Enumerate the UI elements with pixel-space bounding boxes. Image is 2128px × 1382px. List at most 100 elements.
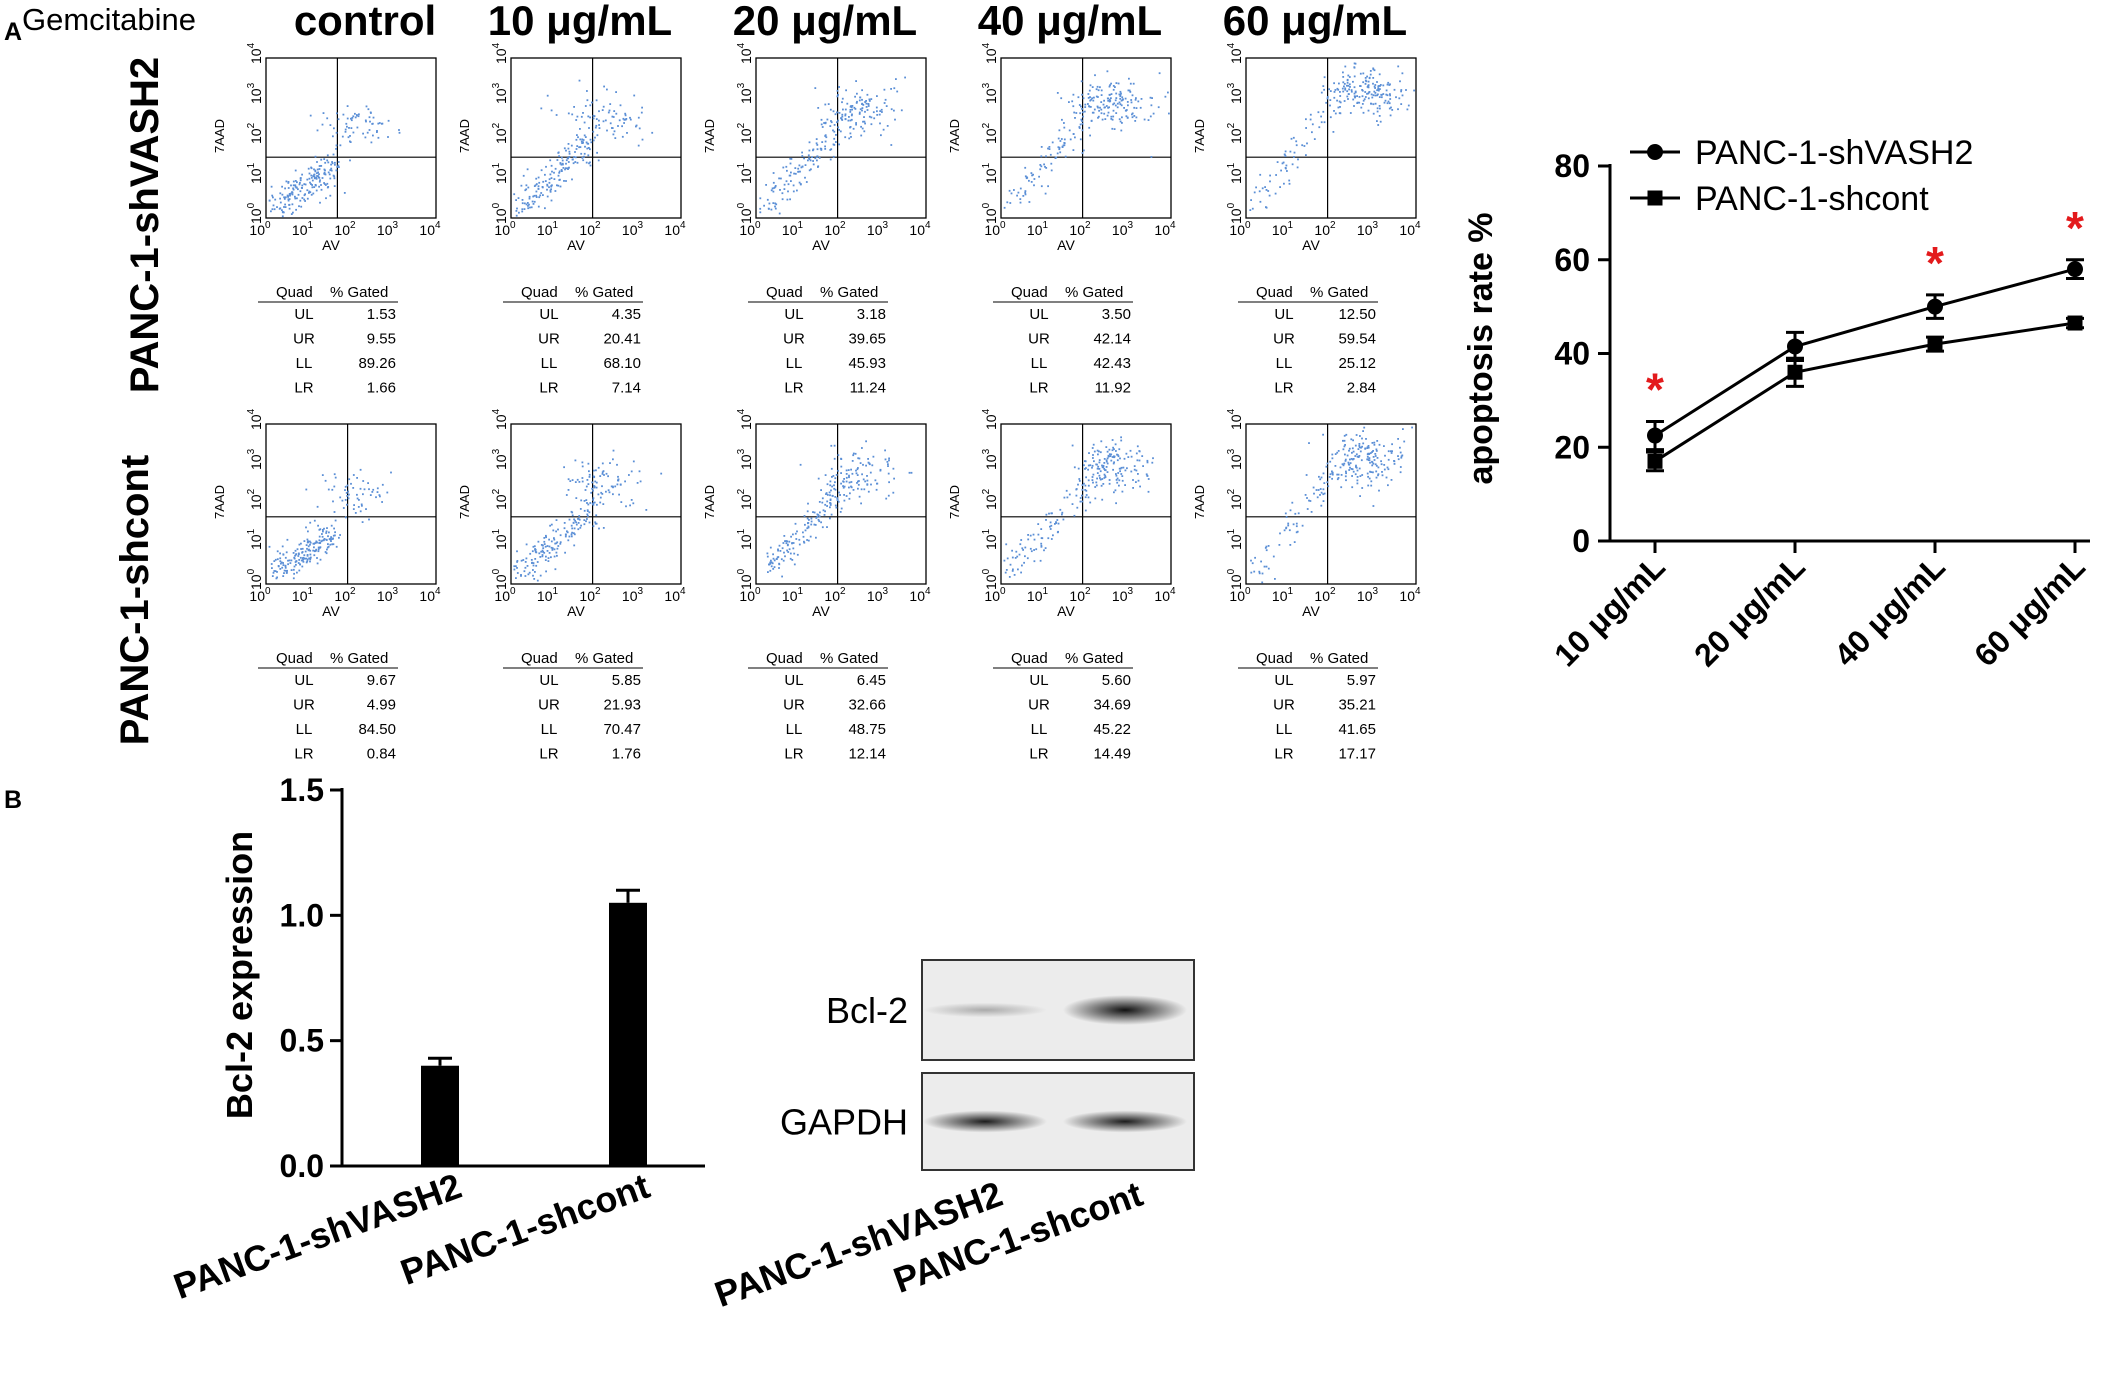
quad-value: 20.41	[603, 331, 641, 348]
flow-y-tick: 100	[736, 568, 754, 590]
quad-name: UL	[539, 306, 558, 323]
row-label-shvash2: PANC-1-shVASH2	[123, 57, 167, 393]
flow-x-tick: 103	[377, 220, 399, 238]
quad-name: UL	[1274, 672, 1293, 689]
flow-y-tick: 101	[981, 528, 999, 550]
flow-x-tick: 101	[782, 586, 804, 604]
flow-x-tick: 104	[1399, 586, 1421, 604]
scatter-dots	[268, 105, 401, 218]
flow-plot-frame	[1245, 57, 1417, 219]
quad-name: LL	[1276, 355, 1293, 372]
flow-y-tick: 104	[1226, 408, 1244, 430]
quad-value: 11.24	[850, 380, 886, 397]
scatter-dots	[268, 468, 392, 580]
flow-y-label: 7AAD	[702, 119, 717, 153]
quad-table: Quad % Gated UL 1.53 UR 9.55 LL 89.26 LR 1.66	[258, 284, 398, 397]
flow-y-label: 7AAD	[1192, 485, 1207, 519]
quad-header-gated: % Gated	[575, 650, 633, 667]
column-header: 60 μg/mL	[1223, 0, 1407, 44]
flow-y-tick: 101	[491, 162, 509, 184]
quad-name: LR	[784, 380, 803, 397]
line-y-tick-label: 60	[1554, 242, 1590, 278]
flow-x-tick: 104	[664, 220, 686, 238]
flow-y-tick: 103	[246, 82, 264, 104]
quad-name: LL	[1031, 721, 1048, 738]
line-y-tick-label: 80	[1554, 148, 1590, 184]
flow-x-tick: 100	[984, 220, 1006, 238]
flow-cytometry-grid: 100100101101102102103103104104AV7AADQuad…	[212, 42, 1421, 762]
quad-value: 6.45	[857, 672, 886, 689]
flow-y-tick: 102	[1226, 488, 1244, 510]
quad-value: 35.21	[1338, 697, 1376, 714]
flow-x-tick: 102	[579, 220, 601, 238]
flow-y-tick: 102	[736, 122, 754, 144]
quad-header-quad: Quad	[521, 650, 558, 667]
flow-y-label: 7AAD	[457, 119, 472, 153]
quad-value: 1.76	[612, 746, 641, 763]
flow-x-tick: 100	[249, 220, 271, 238]
quad-name: LR	[1274, 380, 1293, 397]
flow-y-tick: 103	[736, 448, 754, 470]
quad-value: 59.54	[1338, 331, 1376, 348]
flow-x-tick: 101	[1027, 220, 1049, 238]
quad-name: LR	[1029, 746, 1048, 763]
quad-name: LR	[539, 380, 558, 397]
row-label-shcont: PANC-1-shcont	[113, 455, 157, 745]
flow-y-tick: 102	[736, 488, 754, 510]
flow-y-label: 7AAD	[702, 485, 717, 519]
quad-name: LR	[1274, 746, 1293, 763]
flow-x-tick: 103	[1112, 586, 1134, 604]
line-y-tick-label: 0	[1572, 523, 1590, 559]
quad-value: 32.66	[848, 697, 886, 714]
flow-y-label: 7AAD	[457, 485, 472, 519]
bar-y-tick-label: 1.5	[280, 772, 324, 808]
data-point	[1647, 427, 1663, 444]
quad-value: 68.10	[603, 355, 641, 372]
line-y-tick-label: 20	[1554, 429, 1590, 465]
quad-name: UR	[1028, 331, 1050, 348]
flow-x-tick: 102	[1314, 586, 1336, 604]
flow-x-tick: 100	[1229, 586, 1251, 604]
quad-value: 42.14	[1093, 331, 1131, 348]
flow-y-tick: 102	[1226, 122, 1244, 144]
bar-y-label: Bcl-2 expression	[219, 831, 260, 1119]
line-y-tick-label: 40	[1554, 336, 1590, 372]
flow-y-tick: 103	[981, 82, 999, 104]
flow-x-tick: 102	[824, 586, 846, 604]
quad-value: 34.69	[1093, 697, 1131, 714]
flow-plot-frame	[755, 423, 927, 585]
quad-value: 1.66	[367, 380, 396, 397]
flow-x-tick: 102	[824, 220, 846, 238]
quad-value: 3.50	[1102, 306, 1131, 323]
flow-y-tick: 104	[981, 42, 999, 64]
flow-y-tick: 103	[491, 82, 509, 104]
flow-y-tick: 103	[246, 448, 264, 470]
scatter-dots	[1250, 426, 1413, 584]
flow-x-label: AV	[567, 237, 585, 253]
flow-x-tick: 102	[334, 220, 356, 238]
data-point	[2067, 315, 2083, 331]
quad-value: 25.12	[1338, 355, 1376, 372]
flow-x-tick: 103	[622, 220, 644, 238]
quad-table: Quad % Gated UL 5.97 UR 35.21 LL 41.65 LR 17.17	[1238, 650, 1378, 763]
quad-value: 48.75	[848, 721, 886, 738]
significance-star: *	[2066, 202, 2084, 254]
flow-y-tick: 103	[491, 448, 509, 470]
flow-x-tick: 101	[782, 220, 804, 238]
quad-name: UL	[1029, 672, 1048, 689]
flow-y-tick: 102	[981, 122, 999, 144]
quad-value: 11.92	[1095, 380, 1131, 397]
data-point	[1927, 298, 1943, 315]
quad-name: UR	[293, 697, 315, 714]
bar	[421, 1065, 459, 1166]
flow-y-tick: 104	[246, 42, 264, 64]
blot-band	[923, 1110, 1047, 1133]
quad-header-gated: % Gated	[1310, 650, 1368, 667]
scatter-dots	[1003, 70, 1170, 209]
flow-x-tick: 103	[867, 220, 889, 238]
quad-value: 42.43	[1093, 355, 1131, 372]
quad-name: UR	[1273, 697, 1295, 714]
